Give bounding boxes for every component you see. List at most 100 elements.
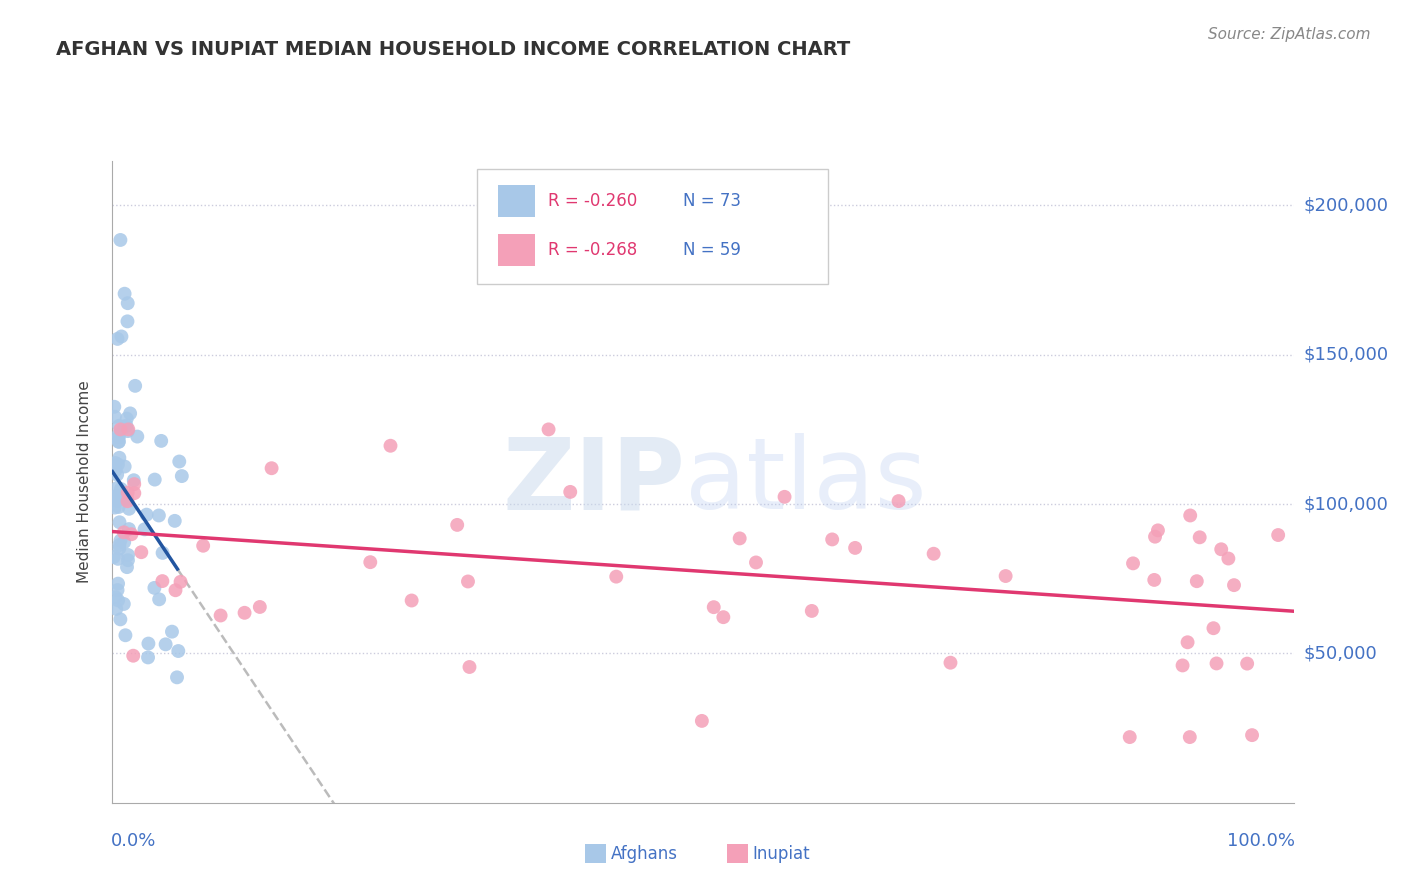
Point	[117, 314, 139, 328]
Point	[135, 508, 157, 522]
Point	[821, 533, 844, 547]
Point	[1178, 730, 1201, 744]
Point	[105, 602, 128, 616]
Point	[560, 484, 582, 499]
Point	[728, 532, 751, 546]
Point	[401, 593, 423, 607]
Text: N = 73: N = 73	[683, 192, 741, 210]
Point	[124, 486, 146, 500]
Point	[193, 539, 215, 553]
Point	[107, 428, 129, 442]
Point	[170, 469, 193, 483]
Point	[112, 535, 135, 549]
Point	[122, 473, 145, 487]
Point	[844, 541, 866, 555]
Text: atlas: atlas	[685, 434, 927, 530]
Point	[1144, 530, 1167, 544]
Point	[1147, 524, 1170, 538]
Point	[1119, 730, 1142, 744]
Text: N = 59: N = 59	[683, 241, 741, 259]
Point	[1185, 574, 1208, 589]
Point	[108, 434, 131, 449]
Point	[110, 612, 132, 626]
Text: R = -0.268: R = -0.268	[548, 241, 638, 259]
Text: R = -0.260: R = -0.260	[548, 192, 638, 210]
Point	[108, 450, 131, 465]
Point	[1202, 621, 1225, 635]
Point	[107, 500, 129, 514]
Point	[117, 553, 139, 567]
Point	[136, 650, 159, 665]
Point	[114, 459, 136, 474]
Point	[110, 422, 132, 436]
Point	[1241, 728, 1264, 742]
Point	[1267, 528, 1289, 542]
Point	[107, 582, 129, 597]
Point	[703, 600, 725, 615]
Point	[148, 508, 170, 523]
Point	[104, 590, 127, 604]
Text: $100,000: $100,000	[1303, 495, 1388, 513]
Point	[939, 656, 962, 670]
Point	[103, 400, 125, 414]
Text: 0.0%: 0.0%	[111, 831, 156, 850]
Point	[112, 525, 135, 540]
Point	[122, 648, 145, 663]
Point	[110, 329, 132, 343]
Point	[103, 549, 125, 564]
Point	[690, 714, 713, 728]
Point	[107, 458, 129, 472]
Point	[138, 637, 160, 651]
Point	[115, 491, 138, 506]
Point	[773, 490, 796, 504]
Point	[112, 597, 135, 611]
Point	[1122, 557, 1144, 571]
Point	[110, 233, 132, 247]
Point	[105, 489, 128, 503]
Point	[922, 547, 945, 561]
Point	[117, 485, 139, 500]
Point	[107, 493, 129, 508]
Point	[165, 583, 187, 598]
Point	[117, 424, 139, 438]
Point	[104, 409, 127, 424]
Point	[169, 454, 191, 468]
Text: 100.0%: 100.0%	[1226, 831, 1295, 850]
Text: Afghans: Afghans	[610, 845, 678, 863]
Point	[120, 527, 142, 541]
Point	[169, 574, 191, 589]
Point	[110, 533, 132, 548]
Point	[105, 490, 128, 504]
Bar	[585, 844, 606, 863]
Point	[152, 546, 174, 560]
Bar	[727, 844, 748, 863]
Point	[1171, 658, 1194, 673]
Point	[118, 501, 141, 516]
Point	[163, 514, 186, 528]
Point	[745, 556, 768, 570]
Point	[711, 610, 734, 624]
Point	[1143, 573, 1166, 587]
Point	[143, 581, 166, 595]
Point	[457, 574, 479, 589]
Point	[249, 599, 271, 614]
Point	[233, 606, 256, 620]
Text: $200,000: $200,000	[1303, 196, 1388, 214]
Point	[104, 463, 127, 477]
Point	[1218, 551, 1240, 566]
Point	[127, 429, 149, 443]
Text: Source: ZipAtlas.com: Source: ZipAtlas.com	[1208, 27, 1371, 42]
Text: AFGHAN VS INUPIAT MEDIAN HOUSEHOLD INCOME CORRELATION CHART: AFGHAN VS INUPIAT MEDIAN HOUSEHOLD INCOM…	[56, 40, 851, 59]
Point	[117, 296, 139, 310]
Point	[117, 548, 139, 562]
Point	[108, 541, 131, 556]
Point	[107, 332, 129, 346]
Point	[118, 522, 141, 536]
Point	[114, 286, 136, 301]
Point	[104, 500, 127, 515]
Point	[160, 624, 183, 639]
Point	[150, 574, 173, 588]
Point	[115, 418, 138, 433]
Point	[1205, 657, 1227, 671]
Point	[1180, 508, 1202, 523]
